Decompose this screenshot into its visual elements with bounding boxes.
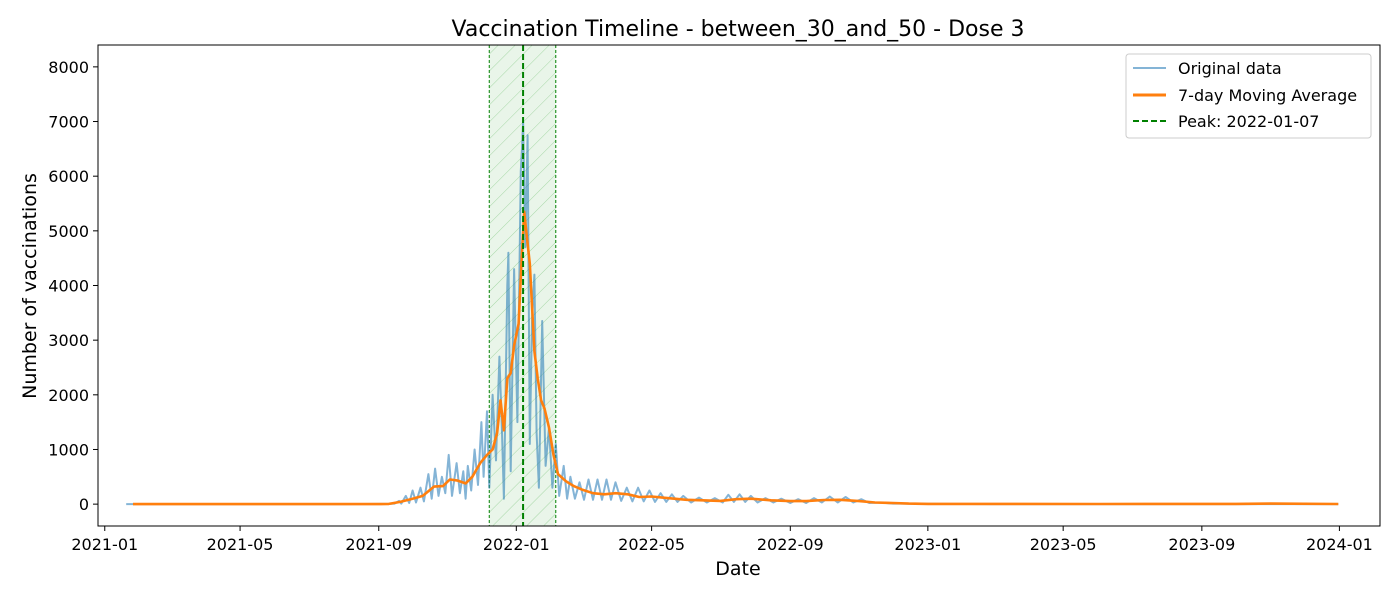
y-tick-label: 5000 [48, 222, 89, 241]
x-tick-label: 2021-05 [207, 535, 274, 554]
x-tick-label: 2021-01 [71, 535, 138, 554]
x-tick-label: 2022-05 [618, 535, 685, 554]
y-tick-label: 6000 [48, 167, 89, 186]
x-tick-label: 2023-05 [1030, 535, 1097, 554]
x-tick-label: 2021-09 [345, 535, 412, 554]
legend-label-original: Original data [1178, 59, 1282, 78]
legend-frame [1125, 53, 1372, 139]
y-tick-label: 2000 [48, 386, 89, 405]
x-tick-label: 2023-01 [894, 535, 961, 554]
legend-label-peak: Peak: 2022-01-07 [1178, 112, 1319, 131]
y-tick-label: 4000 [48, 277, 89, 296]
series-line-moving-average [133, 210, 1339, 506]
x-tick-label: 2023-09 [1168, 535, 1235, 554]
legend-label-moving-average: 7-day Moving Average [1178, 86, 1357, 105]
series-line-original-data [126, 120, 1339, 506]
y-axis-title: Number of vaccinations [19, 173, 41, 399]
series-layer [126, 120, 1339, 506]
y-tick-label: 1000 [48, 440, 89, 459]
x-tick-label: 2022-09 [757, 535, 824, 554]
y-axis: 0 1000 2000 3000 4000 5000 6000 7000 8000 [48, 58, 98, 514]
x-axis: 2021-01 2021-05 2021-09 2022-01 2022-05 2022-… [71, 526, 1373, 554]
x-axis-title: Date [715, 558, 760, 580]
y-tick-label: 8000 [48, 58, 89, 77]
legend: Original data 7-day Moving Average Peak:… [1125, 53, 1372, 139]
x-tick-label: 2024-01 [1306, 535, 1373, 554]
y-tick-label: 7000 [48, 113, 89, 132]
chart-title: Vaccination Timeline - between_30_and_50… [452, 17, 1025, 42]
x-tick-label: 2022-01 [483, 535, 550, 554]
y-tick-label: 0 [79, 495, 89, 514]
y-tick-label: 3000 [48, 331, 89, 350]
